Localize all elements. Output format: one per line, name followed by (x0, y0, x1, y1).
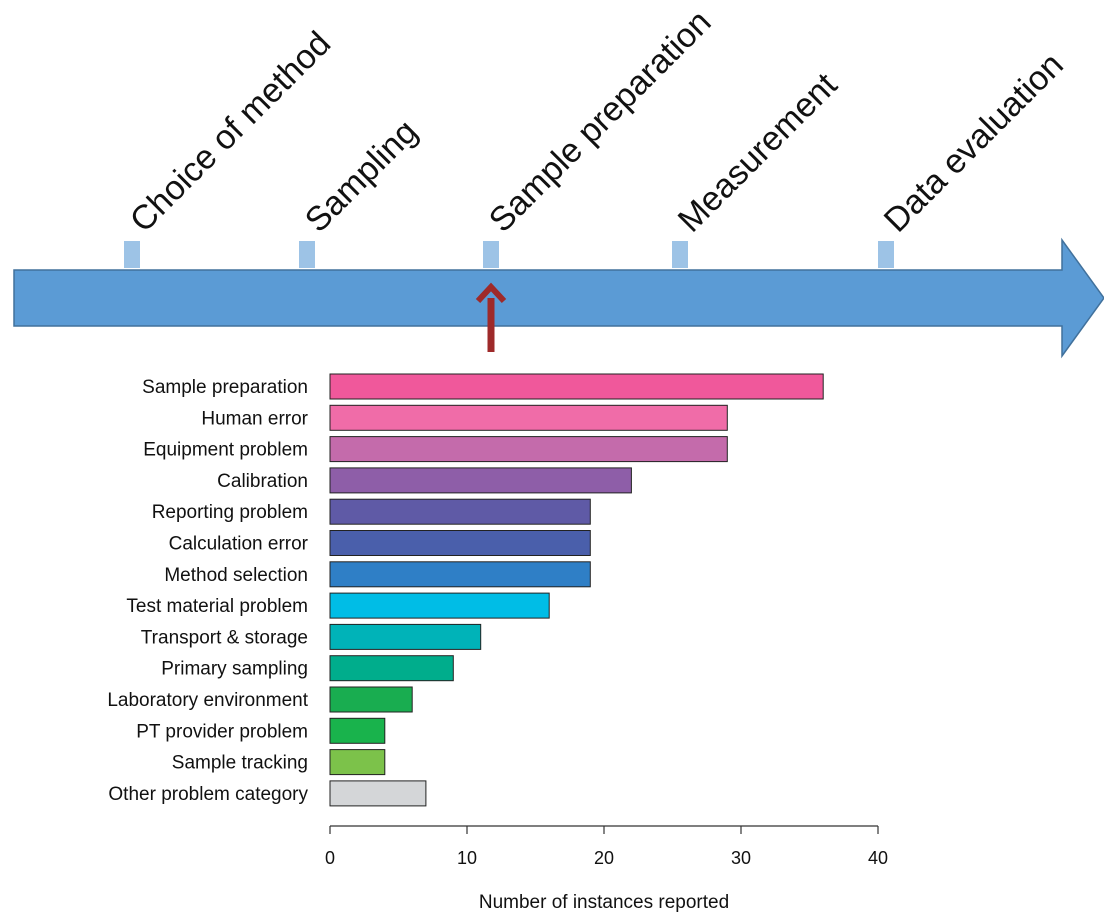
stage-marker-measurement (672, 241, 688, 268)
stage-marker-data-evaluation (878, 241, 894, 268)
bar-primary-sampling (329, 655, 454, 682)
process-arrow (13, 237, 1104, 359)
category-label-transport-and-storage: Transport & storage (141, 627, 308, 648)
stage-marker-sampling (299, 241, 315, 268)
highlight-pointer-arrow (475, 282, 507, 352)
category-label-sample-preparation: Sample preparation (142, 377, 308, 398)
x-tick-label-40: 40 (868, 848, 888, 868)
category-label-laboratory-environment: Laboratory environment (107, 690, 308, 711)
bar-human-error (329, 404, 728, 431)
bar-calibration (329, 467, 632, 494)
bar-sample-preparation (329, 373, 824, 400)
bar-other-problem-category (329, 780, 427, 807)
x-axis-title: Number of instances reported (479, 892, 729, 913)
x-tick-label-0: 0 (325, 848, 335, 868)
stage-label-data-evaluation: Data evaluation (877, 46, 1071, 240)
category-label-sample-tracking: Sample tracking (172, 753, 308, 774)
stage-marker-sample-preparation (483, 241, 499, 268)
bar-laboratory-environment (329, 686, 413, 713)
category-label-primary-sampling: Primary sampling (161, 659, 308, 680)
stage-label-sampling: Sampling (298, 113, 425, 240)
stage-label-measurement: Measurement (671, 65, 845, 239)
bar-test-material-problem (329, 592, 550, 619)
category-label-human-error: Human error (201, 408, 308, 429)
bar-pt-provider-problem (329, 717, 386, 744)
category-label-test-material-problem: Test material problem (126, 596, 308, 617)
bar-calculation-error (329, 530, 591, 556)
x-tick-label-10: 10 (457, 848, 477, 868)
category-label-method-selection: Method selection (164, 565, 308, 586)
category-label-reporting-problem: Reporting problem (152, 502, 308, 523)
bar-transport-and-storage (329, 623, 482, 650)
category-label-calculation-error: Calculation error (169, 534, 309, 555)
x-tick-label-30: 30 (731, 848, 751, 868)
bar-chart: Sample preparation Human error Equipment p… (107, 373, 888, 913)
bar-reporting-problem (329, 498, 591, 525)
bar-sample-tracking (329, 749, 386, 776)
x-axis: 0 10 20 30 40 (325, 825, 888, 868)
category-label-calibration: Calibration (217, 471, 308, 492)
bar-method-selection (329, 561, 591, 588)
x-tick-label-20: 20 (594, 848, 614, 868)
category-label-other-problem-category: Other problem category (108, 784, 308, 805)
bar-equipment-problem (329, 436, 728, 463)
category-label-equipment-problem: Equipment problem (143, 440, 308, 461)
category-label-pt-provider-problem: PT provider problem (136, 721, 308, 742)
stage-marker-choice-of-method (124, 241, 140, 268)
